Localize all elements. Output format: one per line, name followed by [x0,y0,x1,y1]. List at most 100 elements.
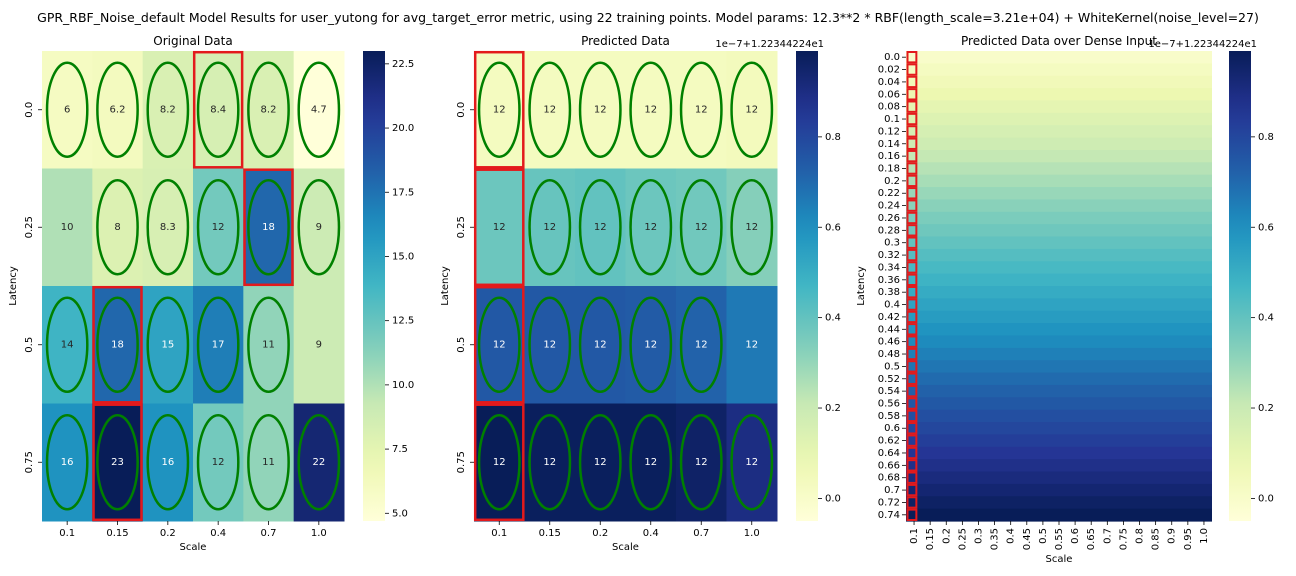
cell-value-label: 12 [594,457,607,468]
training-point-marker [196,61,240,158]
heatmap-cell [474,403,525,522]
heatmap-title: Original Data [153,34,232,48]
cell-value-label: 12 [543,104,556,115]
highlighted-cell-box [906,137,918,150]
x-tick-label: 1.0 [744,528,760,539]
colorbar-offset-label: 1e−7+1.22344224e1 [715,39,824,50]
heatmap-cell [575,403,626,522]
training-point-marker [578,414,622,511]
heatmap-cell [625,168,677,287]
cell-value-label: 12 [543,339,556,350]
x-tick-label: 0.45 [1022,528,1033,550]
colorbar-tick-label: 22.5 [392,59,414,70]
colorbar-tick-label: 0.8 [1258,132,1274,143]
cell-value-label: 17 [212,339,225,350]
cell-value-label: 12 [493,457,506,468]
highlighted-cell-box [906,323,918,336]
training-point-marker [247,414,290,511]
training-point-marker [196,179,240,276]
highlighted-cell-box [906,422,918,435]
y-tick-label: 0.75 [456,451,467,473]
y-tick-label: 0.6 [884,423,900,434]
cell-value-label: 8.2 [160,104,176,115]
x-tick-label: 0.65 [1086,528,1097,550]
y-tick-label: 0.68 [878,473,900,484]
training-point-marker [629,179,673,276]
training-point-marker [196,296,240,393]
x-tick-label: 0.2 [160,528,176,539]
training-point-marker [528,296,572,393]
training-point-marker [528,414,572,511]
highlighted-cell-box [906,459,918,472]
highlighted-cell-box [243,168,294,287]
heatmap-cell [524,168,576,287]
heatmap-row [906,149,1212,163]
cell-value-label: 12 [594,104,607,115]
y-tick-label: 0.1 [884,114,900,125]
heatmap-cell [474,286,525,404]
heatmap-row [906,323,1212,337]
highlighted-cell-box [906,162,918,175]
cell-value-label: 12 [212,457,225,468]
heatmap-row [906,187,1212,201]
heatmap-title: Predicted Data [581,34,670,48]
heatmap-cell [575,286,626,404]
highlighted-cell-box [906,397,918,410]
x-tick-label: 0.4 [210,528,226,539]
y-tick-label: 0.24 [878,201,900,212]
colorbar-tick-label: 5.0 [392,508,408,519]
cell-value-label: 6 [64,104,70,115]
heatmap-cell [575,51,626,169]
highlighted-cell-box [906,273,918,287]
y-tick-label: 0.74 [878,510,900,521]
heatmap-row [906,100,1212,114]
heatmap-row [906,508,1212,522]
highlighted-cell-box [906,187,918,200]
colorbar-offset-label: 1e−7+1.22344224e1 [1148,39,1257,50]
heatmap-row [906,137,1212,151]
highlighted-cell-box [906,199,918,212]
heatmap-cell [474,51,525,169]
highlighted-cell-box [906,100,918,113]
heatmap-row [906,199,1212,213]
heatmap-row [906,384,1212,398]
heatmap-cell [92,168,144,287]
highlighted-cell-box [906,508,918,522]
heatmap-cell [42,51,93,169]
training-point-marker [96,61,139,158]
y-tick-label: 0.0 [884,52,900,63]
heatmap-cell [524,51,576,169]
training-point-marker [730,414,774,511]
y-tick-label: 0.62 [878,436,900,447]
heatmap-cell [243,168,295,287]
x-tick-label: 1.0 [311,528,327,539]
x-tick-label: 0.5 [1038,528,1049,544]
x-tick-label: 0.15 [106,528,128,539]
cell-value-label: 16 [161,457,174,468]
highlighted-cell-box [906,335,918,348]
colorbar-tick-label: 10.0 [392,380,414,391]
cell-value-label: 6.2 [110,104,126,115]
heatmap-cell [142,168,194,287]
training-point-marker [679,414,723,511]
cell-value-label: 11 [262,339,275,350]
cell-value-label: 18 [262,222,275,233]
y-tick-label: 0.02 [878,65,900,76]
training-point-marker [679,179,723,276]
training-point-marker [528,61,572,158]
heatmap-cell [42,286,93,404]
cell-value-label: 12 [644,222,657,233]
colorbar-tick-label: 0.0 [825,493,841,504]
highlighted-cell-box [906,496,918,509]
x-tick-label: 0.3 [973,528,984,544]
highlighted-cell-box [906,236,918,249]
heatmap-row [906,51,1212,64]
y-tick-label: 0.3 [884,238,900,249]
y-tick-label: 0.7 [884,485,900,496]
heatmap-row [906,459,1212,473]
heatmap-cell [243,403,295,522]
heatmap-row [906,88,1212,102]
cell-value-label: 12 [594,339,607,350]
y-tick-label: 0.4 [884,300,900,311]
